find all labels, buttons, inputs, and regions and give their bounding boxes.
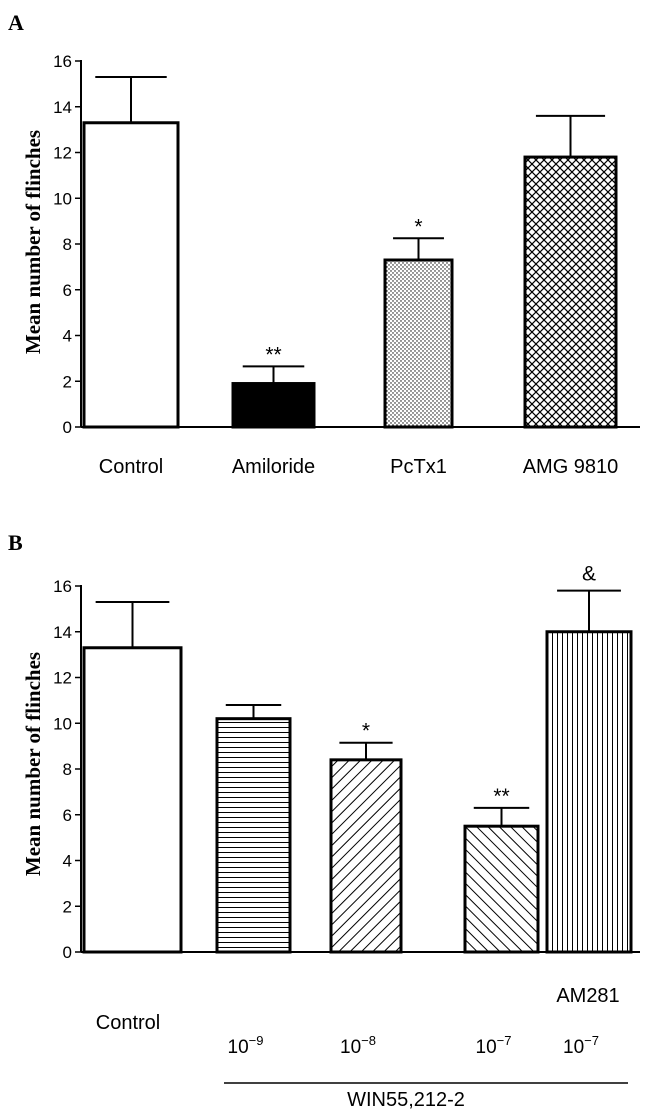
category-label: PcTx1 bbox=[390, 456, 447, 478]
significance-marker: ** bbox=[493, 785, 509, 808]
category-label-control-b: Control bbox=[96, 1012, 160, 1034]
category-label: Amiloride bbox=[232, 456, 315, 478]
y-tick-label: 16 bbox=[53, 52, 72, 71]
dose-label: 10−7 bbox=[563, 1033, 599, 1058]
y-tick-label: 8 bbox=[63, 760, 72, 779]
bar bbox=[545, 630, 633, 954]
y-tick-label: 12 bbox=[53, 669, 72, 688]
significance-marker: ** bbox=[265, 343, 281, 366]
bar bbox=[383, 258, 454, 429]
dose-label: 10−9 bbox=[228, 1033, 264, 1058]
dose-label: 10−8 bbox=[340, 1033, 376, 1058]
dose-label: 10−7 bbox=[476, 1033, 512, 1058]
y-tick-label: 6 bbox=[63, 281, 72, 300]
y-tick-label: 0 bbox=[63, 418, 72, 437]
bar bbox=[231, 382, 316, 429]
y-tick-label: 14 bbox=[53, 623, 72, 642]
y-tick-label: 6 bbox=[63, 806, 72, 825]
y-axis-title-b: Mean number of flinches bbox=[21, 652, 45, 876]
category-label: AMG 9810 bbox=[523, 456, 619, 478]
y-tick-label: 10 bbox=[53, 189, 72, 208]
y-tick-label: 14 bbox=[53, 98, 72, 117]
y-axis-title-a: Mean number of flinches bbox=[21, 130, 45, 354]
bar bbox=[82, 121, 180, 429]
y-tick-label: 0 bbox=[63, 943, 72, 962]
plot-panel-a: 0 2 4 6 8 10 12 14 16 Control ** Amiloride * PcTx1 AMG… bbox=[53, 52, 640, 478]
y-tick-label: 16 bbox=[53, 577, 72, 596]
significance-marker: & bbox=[582, 563, 596, 586]
y-tick-label: 10 bbox=[53, 714, 72, 733]
bar bbox=[82, 646, 183, 954]
bar bbox=[215, 717, 292, 954]
y-tick-label: 12 bbox=[53, 144, 72, 163]
group-label-win55: WIN55,212-2 bbox=[347, 1089, 465, 1109]
panel-label-a: A bbox=[8, 10, 24, 35]
y-tick-label: 2 bbox=[63, 897, 72, 916]
y-tick-label: 4 bbox=[63, 852, 72, 871]
category-label: Control bbox=[99, 456, 163, 478]
panel-label-b: B bbox=[8, 530, 23, 555]
significance-marker: * bbox=[362, 720, 370, 743]
category-label-am281: AM281 bbox=[556, 985, 619, 1007]
bar bbox=[523, 155, 618, 429]
y-tick-label: 8 bbox=[63, 235, 72, 254]
bar bbox=[463, 824, 540, 954]
bar bbox=[329, 758, 403, 954]
significance-marker: * bbox=[414, 215, 422, 238]
y-tick-label: 2 bbox=[63, 372, 72, 391]
y-tick-label: 4 bbox=[63, 327, 72, 346]
